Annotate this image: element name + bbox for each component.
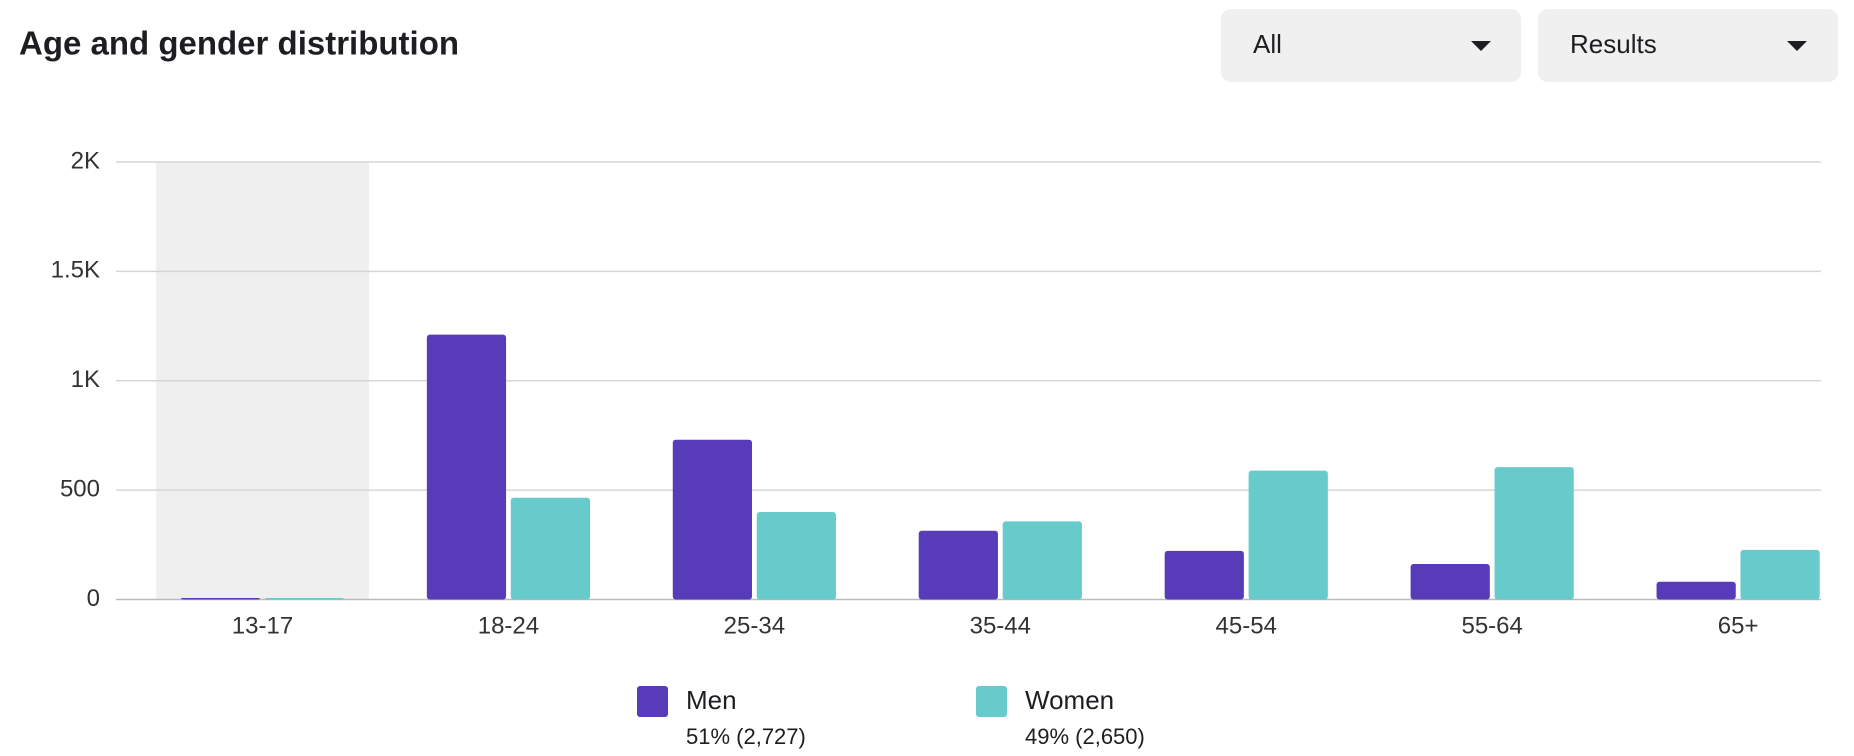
- y-tick-label: 500: [60, 475, 100, 502]
- dropdown-label[interactable]: Results: [1570, 29, 1657, 59]
- x-tick-label: 55-64: [1461, 612, 1522, 639]
- bar: [510, 497, 591, 600]
- chart-title: Age and gender distribution: [19, 25, 459, 62]
- bar: [1248, 470, 1328, 600]
- dropdown-label[interactable]: All: [1253, 29, 1282, 59]
- legend-label: Men: [686, 685, 737, 715]
- bar: [264, 597, 345, 600]
- y-tick-label: 1K: [71, 366, 100, 393]
- legend-summary: 49% (2,650): [1025, 724, 1145, 749]
- x-tick-label: 13-17: [232, 612, 293, 639]
- x-tick-label: 65+: [1718, 612, 1759, 639]
- y-tick-label: 1.5K: [51, 257, 100, 284]
- bar: [1656, 581, 1736, 600]
- bar: [672, 439, 753, 600]
- legend-summary: 51% (2,727): [686, 724, 806, 749]
- y-tick-label: 2K: [71, 147, 100, 174]
- dropdown-arrow[interactable]: [1471, 41, 1491, 51]
- bar: [1494, 467, 1574, 600]
- x-tick-label: 18-24: [478, 612, 539, 639]
- legend-label: Women: [1025, 685, 1114, 715]
- legend-swatch: [976, 686, 1007, 717]
- x-tick-label: 35-44: [970, 612, 1031, 639]
- dropdown[interactable]: Results: [1538, 9, 1838, 82]
- x-tick-label: 25-34: [724, 612, 785, 639]
- legend-swatch: [637, 686, 668, 717]
- bar: [426, 334, 507, 600]
- bar: [1002, 521, 1082, 600]
- y-tick-label: 0: [87, 585, 100, 612]
- bars: [180, 334, 1820, 600]
- dropdown-box[interactable]: [1538, 9, 1838, 82]
- bar: [180, 597, 261, 600]
- bar: [1164, 550, 1244, 600]
- labels: 0 500 1K 1.5K 2K 13-17 18-24 25-34 35-44 45-54 55-…: [51, 147, 1759, 748]
- bar: [756, 511, 836, 600]
- bar: [918, 530, 998, 600]
- bar: [1740, 549, 1820, 600]
- dropdown-arrow[interactable]: [1787, 41, 1807, 51]
- dropdown-box[interactable]: [1221, 9, 1521, 82]
- x-tick-label: 45-54: [1216, 612, 1277, 639]
- dropdown[interactable]: All: [1221, 9, 1521, 82]
- bar: [1410, 564, 1490, 600]
